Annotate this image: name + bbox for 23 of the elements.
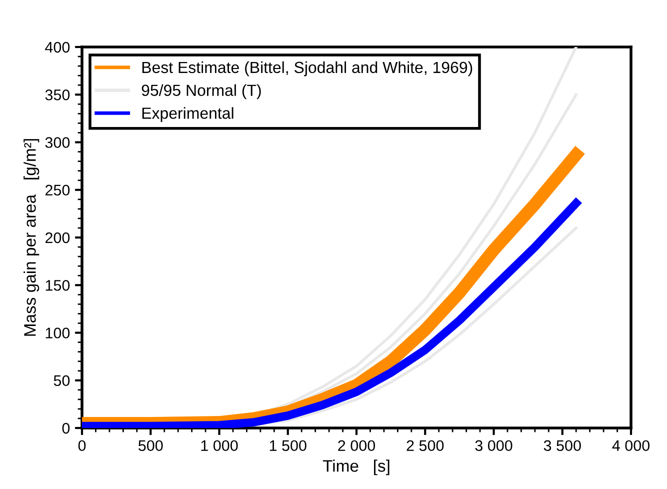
y-tick-label: 300 xyxy=(45,137,70,148)
x-tick-label: 3 500 xyxy=(544,440,581,452)
x-tick-label: 4 000 xyxy=(612,440,650,452)
y-tick-label: 100 xyxy=(46,328,70,338)
y-tick-label: 350 xyxy=(45,89,70,100)
x-tick-label: 0 xyxy=(78,440,86,452)
y-tick-label: 400 xyxy=(45,42,70,53)
legend-label: Experimental xyxy=(142,107,234,122)
x-tick-label: 3 000 xyxy=(475,440,512,452)
legend-label: Best Estimate (Bittel, Sjodahl and White, 1969) xyxy=(142,61,472,76)
y-tick-label: 200 xyxy=(45,232,70,244)
x-tick-label: 1 000 xyxy=(201,440,238,452)
y-tick-label: 50 xyxy=(54,375,70,386)
y-tick-label: 150 xyxy=(46,280,70,291)
legend-label: 95/95 Normal (T) xyxy=(142,84,261,100)
x-tick-label: 2 000 xyxy=(338,440,376,452)
y-axis-title: Mass gain per area [g/m²] xyxy=(24,139,40,336)
x-tick-label: 2 500 xyxy=(406,440,444,452)
y-tick-label: 0 xyxy=(62,422,70,434)
x-tick-label: 1 500 xyxy=(270,440,306,452)
y-tick-label: 250 xyxy=(45,184,70,196)
x-axis-title: Time [s] xyxy=(322,460,390,476)
x-tick-label: 500 xyxy=(138,440,163,452)
